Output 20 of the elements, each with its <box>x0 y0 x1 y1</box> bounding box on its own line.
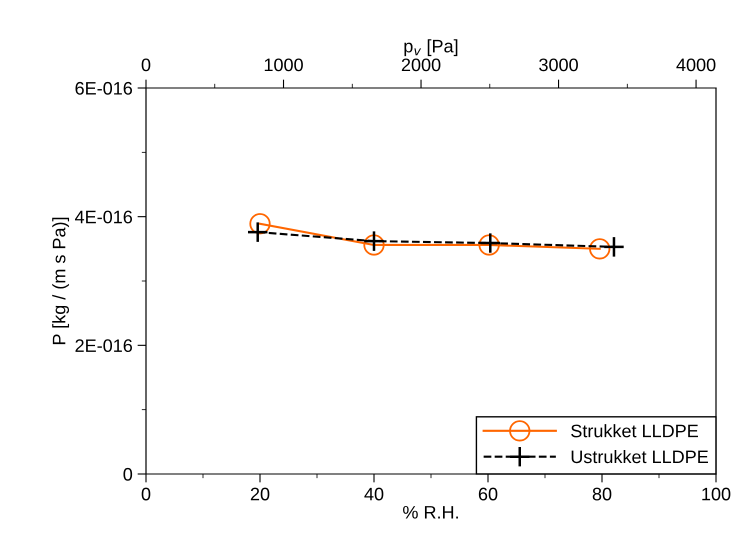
y-tick-label: 4E-016 <box>75 210 132 224</box>
x-tick-label: 20 <box>250 488 270 500</box>
x-axis-title: % R.H. <box>403 506 458 519</box>
x2-tick-label: 0 <box>142 58 150 72</box>
legend-label: Ustrukket LLDPE <box>572 450 708 464</box>
x-tick-label: 40 <box>364 488 384 500</box>
y-tick-label: 2E-016 <box>75 339 132 352</box>
y-axis-title: P [kg / (m s Pa)] <box>52 218 70 344</box>
y-tick-label: 6E-016 <box>76 82 132 95</box>
x2-axis-title: p$_{v}$ [Pa] <box>404 39 458 56</box>
x-tick-label: 0 <box>142 488 150 500</box>
x-tick-label: 60 <box>478 488 498 500</box>
x2-tick-label: 1000 <box>264 58 303 72</box>
y-tick-label: 0 <box>123 468 132 481</box>
legend-label: Strukket LLDPE <box>571 424 698 438</box>
x2-tick-label: 4000 <box>676 58 716 72</box>
x2-tick-label: 2000 <box>402 58 440 72</box>
x-tick-label: 100 <box>702 488 730 500</box>
x-tick-label: 80 <box>592 488 612 500</box>
x2-tick-label: 3000 <box>539 58 578 72</box>
